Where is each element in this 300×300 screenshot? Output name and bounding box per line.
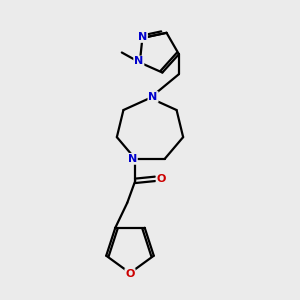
Text: N: N — [148, 92, 158, 102]
Text: O: O — [157, 174, 166, 184]
Text: N: N — [134, 56, 143, 67]
Text: N: N — [138, 32, 147, 42]
Text: N: N — [128, 154, 137, 164]
Text: O: O — [125, 269, 135, 279]
